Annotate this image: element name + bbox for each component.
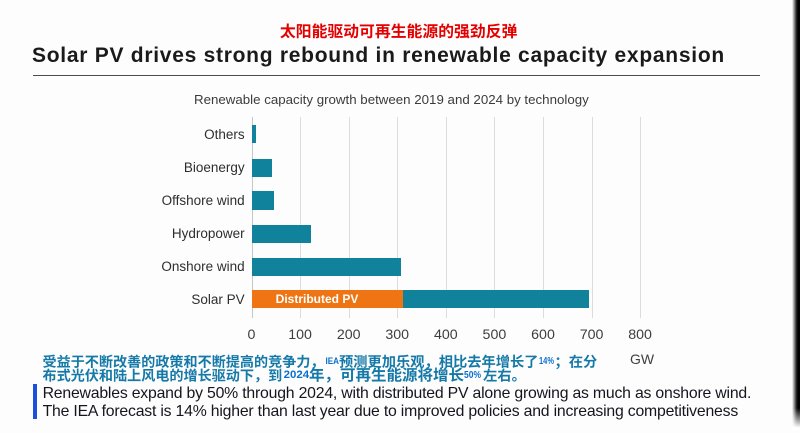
svg-text:IEA: IEA [326,356,340,367]
svg-text:50%: 50% [464,369,482,381]
svg-text:14%: 14% [539,356,554,367]
svg-text:2024: 2024 [284,369,310,381]
